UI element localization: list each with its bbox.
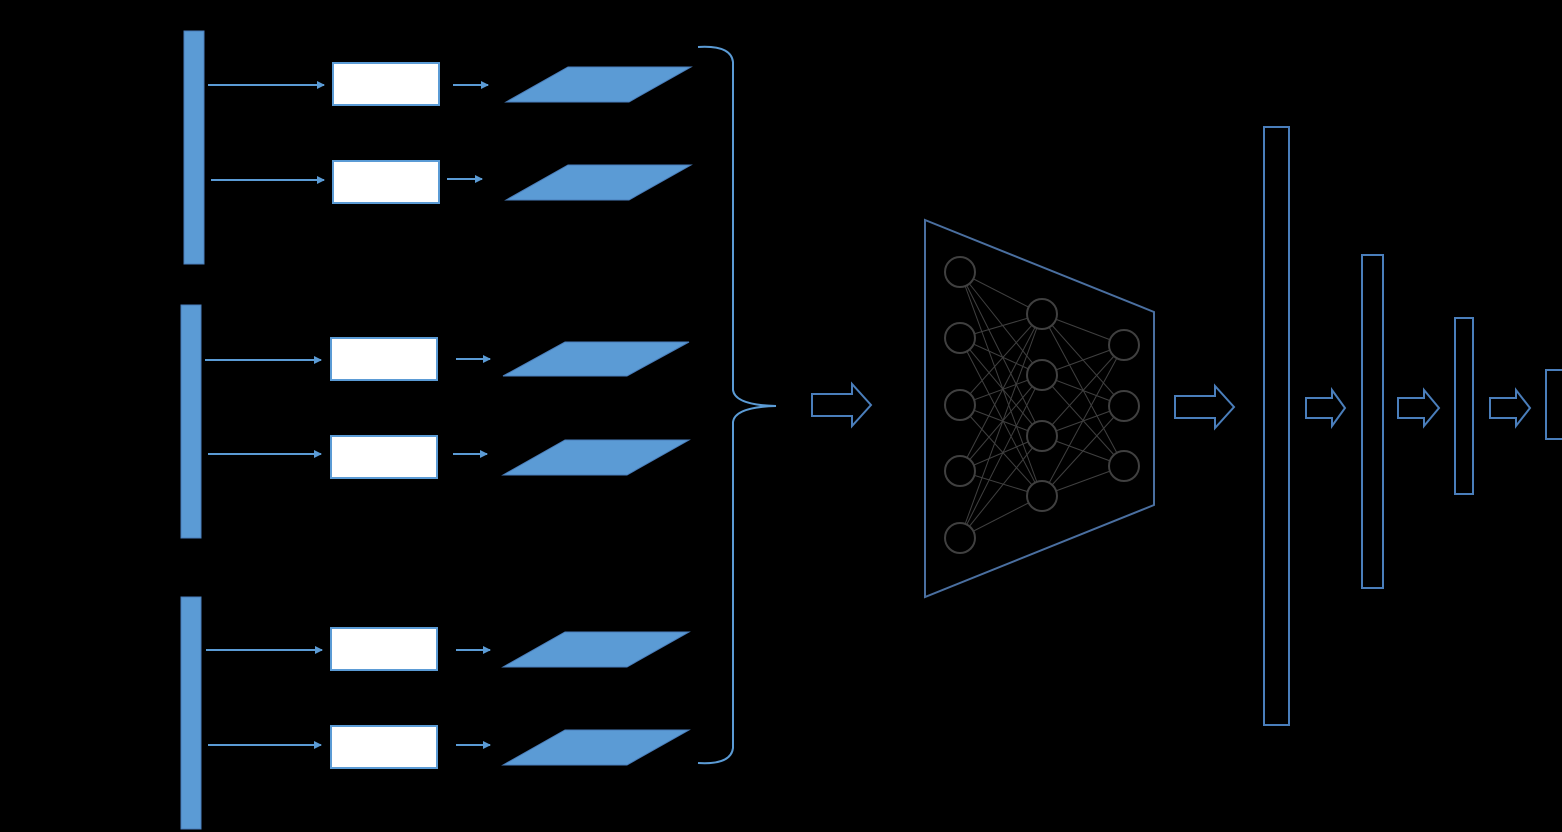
network-connection — [1041, 344, 1125, 437]
input-bar — [183, 30, 205, 265]
neuron — [944, 256, 976, 288]
input-bar — [180, 596, 202, 830]
process-box — [332, 62, 440, 106]
neuron — [1108, 450, 1140, 482]
network-connection — [959, 271, 1043, 437]
output-vector — [1263, 126, 1290, 726]
neuron — [1108, 390, 1140, 422]
feature-parallelogram — [501, 729, 691, 766]
feature-parallelogram — [502, 341, 690, 377]
neuron — [1026, 298, 1058, 330]
network-connection — [959, 271, 1043, 497]
network-connection — [959, 374, 1043, 539]
feature-parallelogram — [501, 439, 691, 476]
network-connection — [959, 271, 1043, 376]
network-connection — [1041, 405, 1125, 497]
feature-parallelogram — [504, 66, 693, 103]
input-group-1 — [183, 30, 693, 265]
output-vector — [1361, 254, 1384, 589]
block-arrow-icon — [1305, 386, 1347, 430]
process-box — [330, 725, 438, 769]
network-connection — [959, 374, 1043, 472]
feature-parallelogram — [501, 631, 691, 668]
network-connection — [959, 337, 1043, 437]
network-connection — [959, 313, 1043, 472]
neuron — [944, 522, 976, 554]
output-vector — [1454, 317, 1474, 495]
output-vector — [1545, 369, 1562, 440]
neuron — [1026, 480, 1058, 512]
network-connection — [1041, 344, 1125, 497]
neuron — [1026, 359, 1058, 391]
process-box — [330, 627, 438, 671]
process-box — [330, 337, 438, 381]
grouping-brace — [697, 45, 777, 765]
block-arrow-icon — [1397, 387, 1441, 429]
network-connection — [959, 313, 1043, 406]
input-bar — [180, 304, 202, 539]
network-connection — [959, 313, 1043, 539]
process-box — [332, 160, 440, 204]
network-trapezoid — [924, 218, 1155, 599]
neuron — [1108, 329, 1140, 361]
block-arrow-icon — [1489, 387, 1532, 429]
network-connection — [959, 337, 1043, 497]
block-arrow-icon — [811, 381, 873, 429]
network-neurons — [944, 256, 1140, 554]
neuron — [944, 322, 976, 354]
neuron — [944, 389, 976, 421]
neural-network — [924, 218, 1155, 599]
input-group-3 — [180, 596, 691, 830]
network-connection — [959, 404, 1043, 497]
network-connection — [959, 435, 1043, 539]
neuron — [944, 455, 976, 487]
neuron — [1026, 420, 1058, 452]
feature-parallelogram — [504, 164, 693, 201]
process-box — [330, 435, 438, 479]
input-group-2 — [180, 304, 691, 539]
block-arrow-icon — [1174, 383, 1236, 431]
